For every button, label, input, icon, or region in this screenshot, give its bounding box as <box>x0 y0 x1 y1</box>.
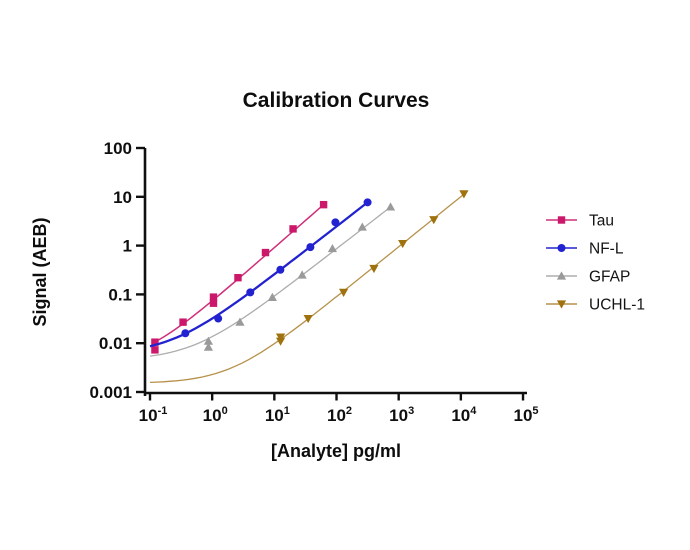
series-marker-nf-l <box>306 243 315 252</box>
series-marker-uchl-1 <box>429 216 439 225</box>
series-marker-tau <box>319 200 328 209</box>
legend-marker-gfap <box>556 271 567 280</box>
legend-item-uchl-1: UCHL-1 <box>546 297 645 314</box>
series-marker-gfap <box>267 292 277 301</box>
series-marker-tau <box>151 346 159 354</box>
series-marker-tau <box>151 338 159 346</box>
series-marker-uchl-1 <box>369 264 379 274</box>
series-marker-gfap <box>297 270 307 279</box>
series-marker-tau <box>234 273 242 282</box>
x-tick-label: 10-1 <box>139 405 168 425</box>
legend-marker-tau <box>557 216 566 224</box>
legend-label-tau: Tau <box>589 213 614 230</box>
legend-label-gfap: GFAP <box>589 269 630 286</box>
y-tick-label: 0.01 <box>99 334 132 353</box>
series-marker-nf-l <box>363 198 372 207</box>
series-marker-gfap <box>235 317 245 326</box>
x-tick-label: 101 <box>265 405 290 425</box>
series-marker-tau <box>179 318 187 326</box>
y-tick-label: 1 <box>123 237 132 256</box>
series-fit-curve-uchl-1 <box>149 193 465 384</box>
legend-label-nf-l: NF-L <box>589 241 624 258</box>
y-axis-title: Signal (AEB) <box>30 217 50 326</box>
x-tick-label: 103 <box>389 405 414 425</box>
x-tick-label: 102 <box>327 405 352 425</box>
plot-series <box>149 190 469 384</box>
series-marker-uchl-1 <box>398 239 408 249</box>
series-marker-gfap <box>357 222 367 231</box>
legend-item-nf-l: NF-L <box>546 241 624 258</box>
x-tick-label: 105 <box>513 405 538 425</box>
series-marker-uchl-1 <box>275 337 286 346</box>
series-marker-gfap <box>203 342 214 351</box>
legend-item-gfap: GFAP <box>546 269 630 286</box>
y-tick-label: 10 <box>113 188 132 207</box>
series-marker-uchl-1 <box>303 314 313 324</box>
series-marker-nf-l <box>331 218 340 227</box>
series-marker-gfap <box>385 202 396 211</box>
series-marker-uchl-1 <box>459 190 469 199</box>
x-axis: 10-1 100 101 102 103 104 105 <box>139 391 539 425</box>
y-axis: 100 10 1 0.1 0.01 0.001 <box>89 139 147 402</box>
series-marker-tau <box>209 293 218 301</box>
legend-marker-uchl-1 <box>556 300 567 309</box>
y-tick-label: 0.1 <box>108 285 132 304</box>
legend-item-tau: Tau <box>546 213 614 230</box>
series-marker-nf-l <box>246 288 255 297</box>
legend-marker-nf-l <box>557 244 566 252</box>
y-tick-label: 100 <box>104 139 132 158</box>
series-marker-tau <box>261 248 270 257</box>
chart-title: Calibration Curves <box>243 89 430 112</box>
x-tick-label: 104 <box>451 405 477 425</box>
x-axis-title: [Analyte] pg/ml <box>271 441 401 461</box>
series-marker-uchl-1 <box>338 288 349 297</box>
series-marker-gfap <box>327 243 338 253</box>
series-marker-nf-l <box>181 329 190 338</box>
series-marker-nf-l <box>214 314 223 323</box>
x-tick-label: 100 <box>203 405 228 425</box>
series-marker-tau <box>209 299 218 307</box>
series-marker-tau <box>289 225 297 233</box>
series-marker-nf-l <box>276 265 285 274</box>
legend-label-uchl-1: UCHL-1 <box>589 297 645 314</box>
series-marker-gfap <box>203 336 214 345</box>
y-tick-label: 0.001 <box>89 383 132 402</box>
chart-legend: Tau NF-L GFAP UCHL-1 <box>546 213 645 314</box>
